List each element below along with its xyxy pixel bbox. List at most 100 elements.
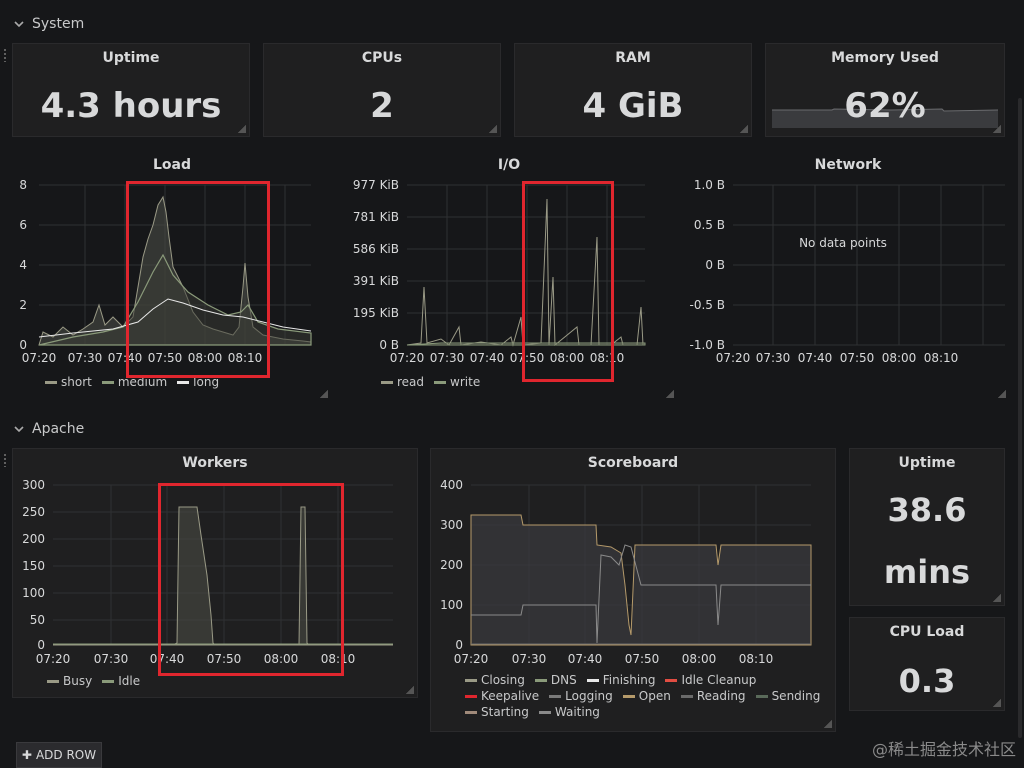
y-tick: 200 [22,532,45,546]
x-tick: 07:40 [568,652,603,666]
y-tick: 300 [22,478,45,492]
legend-item-idle[interactable]: Idle [102,674,140,688]
x-tick: 08:10 [590,351,625,365]
y-tick: 586 KiB [353,242,399,256]
legend-item-logging[interactable]: Logging [549,689,613,703]
legend-item-idle-cleanup[interactable]: Idle Cleanup [665,673,756,687]
scrollbar[interactable] [1018,98,1022,738]
x-tick: 08:00 [188,351,223,365]
legend-item-write[interactable]: write [434,375,480,389]
stat-panel-ram[interactable]: RAM 4 GiB [514,43,752,137]
stat-value: 62% [844,86,926,126]
resize-handle[interactable] [320,390,328,398]
x-tick: 07:50 [840,351,875,365]
x-tick: 07:40 [108,351,143,365]
legend-item-keepalive[interactable]: Keepalive [465,689,539,703]
load-series-medium [38,253,312,346]
legend-item-medium[interactable]: medium [101,375,167,389]
x-tick: 07:30 [430,351,465,365]
network-x-axis: 07:20 07:30 07:40 07:50 08:00 08:10 [716,351,959,365]
y-tick: 977 KiB [353,178,399,192]
legend-item-closing[interactable]: Closing [465,673,525,687]
chevron-down-icon [14,426,24,433]
graph-panel-network[interactable]: Network 1.0 B 0.5 B 0 B -0.5 B -1.0 B No… [686,150,1010,402]
x-tick: 08:00 [682,652,717,666]
io-graph: 977 KiB 781 KiB 586 KiB 391 KiB 195 KiB … [353,178,646,365]
resize-handle[interactable] [993,699,1001,707]
y-tick: 100 [22,586,45,600]
panel-title: Scoreboard [587,455,679,471]
legend-item-starting[interactable]: Starting [465,705,529,719]
y-tick: 100 [440,598,463,612]
resize-handle[interactable] [740,125,748,133]
y-tick: 300 [440,518,463,532]
x-tick: 07:50 [625,652,660,666]
stat-panel-cpus[interactable]: CPUs 2 [263,43,501,137]
resize-handle[interactable] [993,125,1001,133]
x-tick: 07:30 [68,351,103,365]
resize-handle[interactable] [489,125,497,133]
scoreboard-legend: Closing DNS Finishing Idle Cleanup Keepa… [465,673,825,719]
graph-panel-io[interactable]: I/O 977 KiB 781 KiB 586 KiB 391 KiB 195 … [340,150,678,402]
stat-panel-cpu-load[interactable]: CPU Load 0.3 [849,617,1005,711]
y-tick: 150 [22,559,45,573]
panel-title: Uptime [102,50,160,66]
legend-item-open[interactable]: Open [622,689,671,703]
x-tick: 07:30 [756,351,791,365]
x-tick: 07:50 [148,351,183,365]
graph-panel-load[interactable]: Load 8 6 4 2 0 07:20 07:30 07:40 07:50 0… [12,150,332,402]
legend-item-short[interactable]: short [45,375,92,389]
legend-item-busy[interactable]: Busy [47,674,92,688]
legend-item-dns[interactable]: DNS [534,673,577,687]
legend-item-reading[interactable]: Reading [680,689,746,703]
load-y-axis: 8 6 4 2 0 [19,178,27,352]
legend-item-long[interactable]: long [177,375,219,389]
row-drag-handle[interactable] [3,453,7,467]
x-tick: 07:30 [94,652,129,666]
resize-handle[interactable] [824,720,832,728]
row-title-system[interactable]: System [12,14,84,34]
memory-sparkline [772,108,998,128]
x-tick: 07:40 [798,351,833,365]
io-series-read [406,198,644,347]
x-tick: 08:10 [924,351,959,365]
load-graph: 8 6 4 2 0 07:20 07:30 07:40 07:50 08:00 … [19,178,312,365]
add-row-button[interactable]: ✚ ADD ROW [16,742,102,768]
legend-item-finishing[interactable]: Finishing [586,673,655,687]
x-tick: 08:00 [550,351,585,365]
panel-title: Uptime [898,455,956,471]
stat-value: 2 [370,86,394,126]
panel-title: RAM [615,50,651,66]
resize-handle[interactable] [666,390,674,398]
legend-item-sending[interactable]: Sending [755,689,820,703]
stat-panel-apache-uptime[interactable]: Uptime 38.6 mins [849,448,1005,606]
x-tick: 08:00 [264,652,299,666]
graph-panel-scoreboard[interactable]: Scoreboard 400 300 200 100 0 07:20 07:30… [430,448,836,732]
x-tick: 08:10 [228,351,263,365]
load-series-long [38,298,312,338]
y-tick: 0 B [705,258,725,272]
resize-handle[interactable] [406,686,414,694]
legend-item-waiting[interactable]: Waiting [538,705,600,719]
y-tick: 1.0 B [694,178,725,192]
stat-panel-memory-used[interactable]: Memory Used 62% [765,43,1005,137]
resize-handle[interactable] [998,390,1006,398]
resize-handle[interactable] [993,594,1001,602]
row-title-apache[interactable]: Apache [12,419,84,439]
y-tick: 0 [455,638,463,652]
io-x-axis: 07:20 07:30 07:40 07:50 08:00 08:10 [390,351,625,365]
workers-y-axis: 300 250 200 150 100 50 0 [22,478,45,652]
x-tick: 07:20 [454,652,489,666]
y-tick: 781 KiB [353,210,399,224]
y-tick: 400 [440,478,463,492]
legend-item-read[interactable]: read [381,375,424,389]
stat-panel-uptime[interactable]: Uptime 4.3 hours [12,43,250,137]
x-tick: 07:20 [390,351,425,365]
y-tick: 4 [19,258,27,272]
y-tick: 8 [19,178,27,192]
graph-panel-workers[interactable]: Workers 300 250 200 150 100 50 0 07:20 0… [12,448,418,698]
row-drag-handle[interactable] [3,48,7,62]
resize-handle[interactable] [238,125,246,133]
y-tick: -1.0 B [690,338,725,352]
y-tick: -0.5 B [690,298,725,312]
